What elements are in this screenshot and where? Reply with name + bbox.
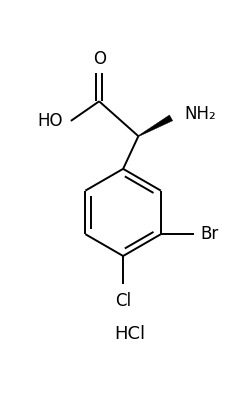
Text: Cl: Cl [115, 292, 131, 310]
Text: Br: Br [199, 225, 217, 243]
Text: O: O [92, 50, 105, 68]
Polygon shape [138, 115, 172, 136]
Text: HCl: HCl [114, 325, 145, 344]
Text: HO: HO [37, 112, 63, 130]
Text: NH₂: NH₂ [183, 105, 215, 123]
